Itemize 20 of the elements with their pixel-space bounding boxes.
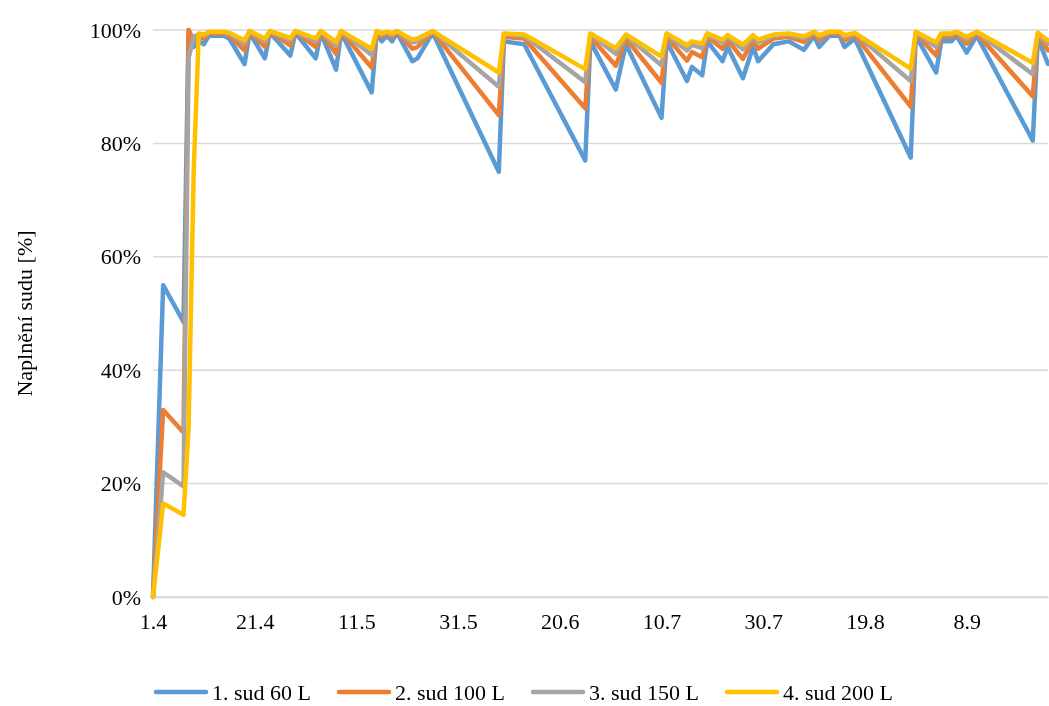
legend-label: 1. sud 60 L xyxy=(212,680,311,705)
y-tick-label: 80% xyxy=(100,130,141,156)
legend-label: 2. sud 100 L xyxy=(395,680,505,705)
y-tick-label: 20% xyxy=(100,471,141,497)
x-tick-label: 21.4 xyxy=(235,608,275,634)
x-tick-label: 10.7 xyxy=(642,608,682,634)
legend-label: 4. sud 200 L xyxy=(783,680,893,705)
y-tick-label: 0% xyxy=(111,584,141,610)
y-tick-label: 100% xyxy=(89,17,141,43)
y-tick-label: 40% xyxy=(100,357,141,383)
x-tick-label: 1.4 xyxy=(139,608,168,634)
x-tick-label: 20.6 xyxy=(541,608,580,634)
legend-label: 3. sud 150 L xyxy=(589,680,699,705)
y-axis-title: Naplnění sudu [%] xyxy=(12,230,37,397)
x-tick-label: 30.7 xyxy=(744,608,783,634)
x-tick-label: 19.8 xyxy=(846,608,885,634)
x-tick-label: 11.5 xyxy=(338,608,376,634)
y-tick-label: 60% xyxy=(100,244,141,270)
x-tick-label: 31.5 xyxy=(439,608,478,634)
x-tick-label: 8.9 xyxy=(953,608,981,634)
